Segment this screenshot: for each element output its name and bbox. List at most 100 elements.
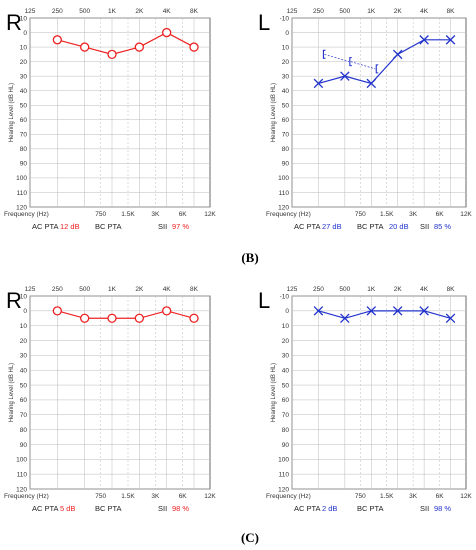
y-tick-label: 120 xyxy=(16,486,27,493)
x-top-tick-label: 250 xyxy=(52,286,63,293)
x-bottom-tick-label: 6K xyxy=(179,493,188,500)
y-tick-label: 80 xyxy=(20,146,28,153)
threshold-point-x xyxy=(313,78,324,89)
threshold-point-circle xyxy=(189,42,199,52)
y-axis-label: Hearing Level (dB HL) xyxy=(9,83,15,142)
y-tick-label: 20 xyxy=(20,59,28,66)
x-bottom-tick-label: 3K xyxy=(151,211,160,218)
x-top-tick-label: 1K xyxy=(367,286,376,293)
threshold-line xyxy=(318,310,451,319)
y-tick-label: 50 xyxy=(20,103,28,110)
y-tick-label: 70 xyxy=(20,412,28,419)
y-tick-label: 30 xyxy=(282,353,290,360)
threshold-point-circle xyxy=(107,313,117,323)
y-tick-label: 70 xyxy=(282,132,290,139)
bone-conduction-line xyxy=(350,61,376,70)
y-tick-label: 30 xyxy=(20,353,28,360)
y-tick-label: 60 xyxy=(20,117,28,124)
x-top-tick-label: 125 xyxy=(287,286,298,293)
x-top-tick-label: 250 xyxy=(313,8,324,15)
threshold-point-circle xyxy=(189,313,199,323)
stat-value-ac-pta: 27 dB xyxy=(322,222,342,231)
y-tick-label: 20 xyxy=(282,59,290,66)
x-axis-label: Frequency (Hz) xyxy=(4,493,49,500)
stat-value-sii: 98 % xyxy=(434,504,451,513)
bone-conduction-marker xyxy=(375,64,379,74)
x-bottom-tick-label: 750 xyxy=(95,211,106,218)
audiogram-panel-l-1: L -10 0 10 20 30 40 50 60 70 80 90 100 110 120 125 250 50… xyxy=(258,8,472,231)
y-tick-label: 10 xyxy=(20,44,28,51)
stat-label-ac-pta: AC PTA xyxy=(294,504,321,513)
y-tick-label: 100 xyxy=(16,457,27,464)
y-tick-label: -10 xyxy=(280,15,290,22)
threshold-point-circle xyxy=(80,42,90,52)
x-top-tick-label: 500 xyxy=(79,8,90,15)
x-bottom-tick-label: 6K xyxy=(179,211,188,218)
x-top-tick-label: 2K xyxy=(135,8,144,15)
x-top-tick-label: 4K xyxy=(163,286,172,293)
stat-label-sii: SII xyxy=(420,222,429,231)
x-bottom-tick-label: 6K xyxy=(436,493,445,500)
stat-label-bc-pta: BC PTA xyxy=(95,222,122,231)
threshold-point-circle xyxy=(80,313,90,323)
panel-label-b: (B) xyxy=(241,250,258,265)
stat-label-ac-pta: AC PTA xyxy=(294,222,321,231)
x-bottom-tick-label: 12K xyxy=(204,493,216,500)
y-tick-label: 110 xyxy=(279,190,290,197)
audiogram-panel-r-2: R-10 0 10 20 30 40 50 60 70 80 90 100 110 120 125 250 50… xyxy=(4,286,216,513)
x-top-tick-label: 125 xyxy=(25,8,36,15)
y-tick-label: 90 xyxy=(282,442,290,449)
threshold-point-x xyxy=(366,306,377,316)
y-tick-label: 0 xyxy=(23,30,27,37)
side-letter: R xyxy=(6,10,22,35)
y-tick-label: 70 xyxy=(282,412,290,419)
x-bottom-tick-label: 3K xyxy=(151,493,160,500)
side-letter: L xyxy=(258,288,270,313)
side-letter: R xyxy=(6,288,22,313)
y-tick-label: 80 xyxy=(282,146,290,153)
y-tick-label: 100 xyxy=(16,175,27,182)
x-bottom-tick-label: 1.5K xyxy=(121,211,135,218)
y-tick-label: 110 xyxy=(279,471,290,478)
x-axis-label: Frequency (Hz) xyxy=(266,493,311,500)
x-top-tick-label: 1K xyxy=(367,8,376,15)
y-tick-label: 120 xyxy=(278,204,289,211)
threshold-point-circle xyxy=(52,35,62,45)
x-top-tick-label: 4K xyxy=(420,286,429,293)
plot-frame xyxy=(291,17,467,208)
y-tick-label: 0 xyxy=(285,308,289,315)
x-axis-label: Frequency (Hz) xyxy=(4,211,49,218)
threshold-point-circle xyxy=(52,306,62,316)
threshold-point-x xyxy=(392,49,403,60)
y-tick-label: 80 xyxy=(282,427,290,434)
x-bottom-tick-label: 1.5K xyxy=(380,493,394,500)
x-bottom-tick-label: 6K xyxy=(436,211,445,218)
y-tick-label: 40 xyxy=(282,368,290,375)
threshold-line xyxy=(57,31,195,55)
audiogram-panel-l-3: L -10 0 10 20 30 40 50 60 70 80 90 100 110 120 125 250 50… xyxy=(258,286,472,513)
y-tick-label: 20 xyxy=(282,338,290,345)
x-top-tick-label: 500 xyxy=(339,286,350,293)
stat-label-ac-pta: AC PTA xyxy=(32,222,59,231)
stat-value-sii: 98 % xyxy=(172,504,189,513)
plot-frame xyxy=(29,17,211,208)
x-top-tick-label: 8K xyxy=(447,286,456,293)
stat-label-bc-pta: BC PTA xyxy=(357,222,384,231)
y-tick-label: 10 xyxy=(20,323,28,330)
stat-label-sii: SII xyxy=(158,222,167,231)
threshold-line xyxy=(318,39,451,85)
y-tick-label: 120 xyxy=(16,204,27,211)
y-tick-label: 40 xyxy=(20,88,28,95)
x-top-tick-label: 8K xyxy=(190,286,199,293)
y-tick-label: 0 xyxy=(285,30,289,37)
y-tick-label: 50 xyxy=(20,382,28,389)
audiogram-panel-r-0: R-10 0 10 20 30 40 50 60 70 80 90 100 110 120 125 250 50… xyxy=(4,8,216,231)
threshold-point-circle xyxy=(162,306,172,316)
bone-conduction-marker xyxy=(349,57,352,67)
x-bottom-tick-label: 750 xyxy=(355,493,366,500)
y-tick-label: -10 xyxy=(280,293,290,300)
threshold-point-circle xyxy=(134,42,144,52)
y-tick-label: 30 xyxy=(282,73,290,80)
stat-value-bc-pta: 20 dB xyxy=(389,222,409,231)
threshold-line xyxy=(57,310,195,319)
